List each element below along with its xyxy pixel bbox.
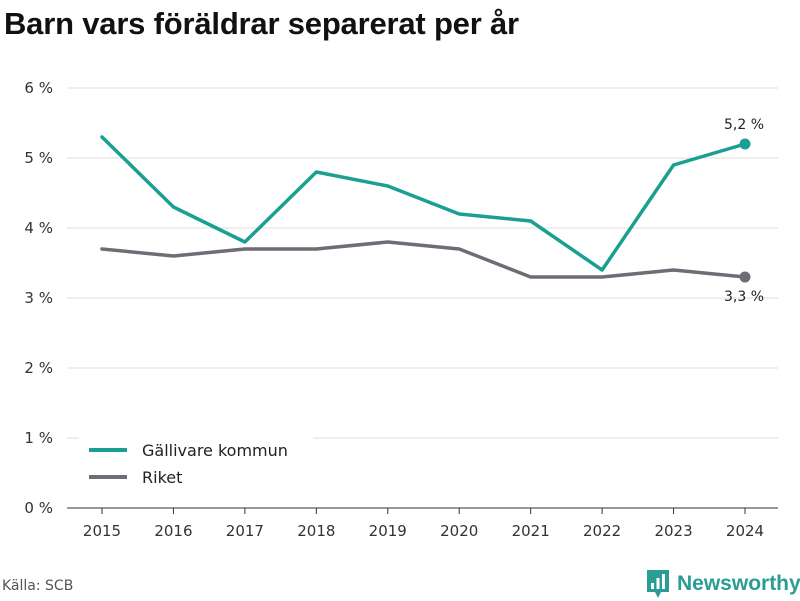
x-tick-label: 2020 <box>440 522 478 540</box>
series-end-point <box>739 271 751 283</box>
x-tick-label: 2022 <box>583 522 621 540</box>
x-tick-label: 2021 <box>512 522 550 540</box>
y-tick-label: 2 % <box>24 359 53 377</box>
data-label: 5,2 % <box>724 117 764 133</box>
x-tick-label: 2019 <box>369 522 407 540</box>
series-line <box>100 135 747 272</box>
source-note: Källa: SCB <box>2 578 74 594</box>
y-tick-label: 3 % <box>24 289 53 307</box>
x-tick-label: 2017 <box>226 522 264 540</box>
x-tick-label: 2024 <box>726 522 764 540</box>
legend-box <box>79 436 313 494</box>
y-tick-label: 5 % <box>24 149 53 167</box>
y-tick-label: 6 % <box>24 79 53 97</box>
legend-label: Riket <box>142 468 182 487</box>
x-tick-label: 2018 <box>297 522 335 540</box>
y-tick-label: 4 % <box>24 219 53 237</box>
newsworthy-logo-icon <box>647 570 669 598</box>
y-tick-label: 0 % <box>24 499 53 517</box>
series-line <box>100 240 747 279</box>
data-label: 3,3 % <box>724 289 764 305</box>
chart-title: Barn vars föräldrar separerat per år <box>4 6 519 41</box>
x-tick-label: 2023 <box>654 522 692 540</box>
x-tick-label: 2016 <box>154 522 192 540</box>
brand-logo: Newsworthy <box>645 567 800 601</box>
y-tick-label: 1 % <box>24 429 53 447</box>
brand-name: Newsworthy <box>677 572 800 595</box>
series-end-point <box>739 138 751 150</box>
x-tick-label: 2015 <box>83 522 121 540</box>
legend-label: Gällivare kommun <box>142 441 288 460</box>
